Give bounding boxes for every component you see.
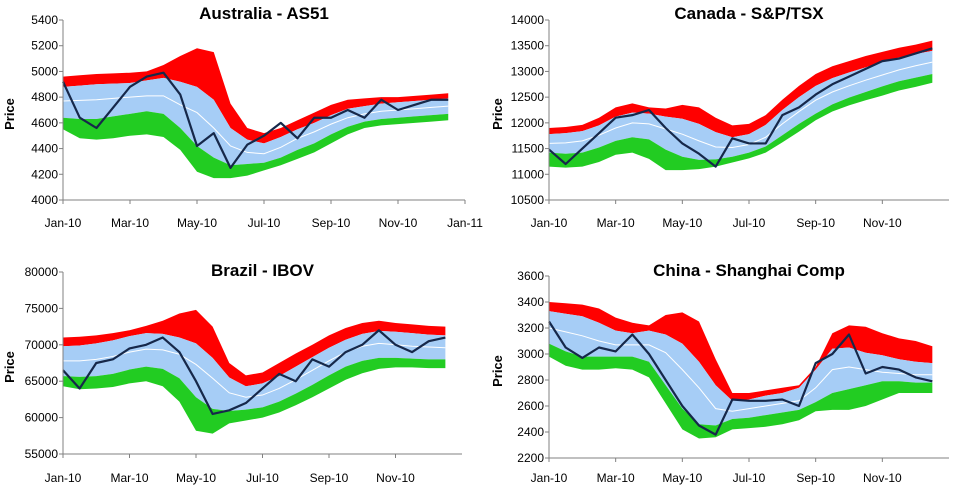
x-tick-label: Jan-10	[45, 471, 82, 485]
y-tick-label: 2200	[517, 451, 544, 465]
y-tick-label: 3400	[517, 295, 544, 309]
y-tick-label: 80000	[25, 265, 59, 279]
x-tick-label: Mar-10	[111, 216, 149, 230]
y-tick-label: 13000	[511, 64, 545, 78]
y-tick-label: 4800	[31, 90, 58, 104]
chart-brazil: 55000 60000 65000 70000 75000 80000 Jan-10 Mar-…	[2, 261, 462, 485]
y-axis-label: Price	[490, 355, 505, 387]
lower-band-canada	[549, 74, 933, 171]
x-tick-label: Mar-10	[110, 471, 148, 485]
x-tick-label: Jul-10	[246, 471, 279, 485]
y-tick-label: 65000	[25, 374, 59, 388]
upper-band-brazil	[63, 309, 446, 387]
y-tick-label: 2400	[517, 425, 544, 439]
x-tick-label: Sep-10	[310, 471, 349, 485]
x-tick-label: Mar-10	[597, 471, 635, 485]
lower-band-australia	[63, 111, 449, 179]
y-tick-label: 55000	[25, 447, 59, 461]
chart-title: Australia - AS51	[199, 4, 329, 23]
lower-band-brazil	[63, 357, 446, 434]
inner-band-australia	[63, 77, 449, 166]
x-tick-label: Jul-10	[733, 471, 766, 485]
x-tick-label: Nov-10	[863, 471, 902, 485]
x-tick-label: Sep-10	[796, 471, 835, 485]
x-tick-label: Jan-10	[531, 216, 568, 230]
inner-band-canada	[549, 50, 933, 160]
y-tick-label: 70000	[25, 338, 59, 352]
upper-band-china	[549, 302, 933, 401]
x-tick-label: Nov-10	[376, 471, 415, 485]
chart-canada: 10500 11000 11500 12000 12500 13000 13500 14000…	[490, 4, 949, 230]
y-tick-label: 4000	[31, 193, 58, 207]
x-tick-label: Jan-10	[531, 471, 568, 485]
x-tick-label: Jan-10	[45, 216, 82, 230]
inner-band-brazil	[63, 330, 446, 412]
y-tick-label: 5400	[31, 13, 58, 27]
y-tick-label: 5000	[31, 64, 58, 78]
x-tick-label: Nov-10	[863, 216, 902, 230]
chart-australia: 4000 4200 4400 4600 4800 5000 5200 5400 Jan-10 Ma…	[2, 4, 483, 230]
x-tick-label: Jul-10	[733, 216, 766, 230]
chart-title: Canada - S&P/TSX	[674, 4, 824, 23]
price-line-brazil	[62, 329, 446, 416]
y-tick-label: 2600	[517, 399, 544, 413]
x-tick-label: Jan-11	[447, 216, 483, 230]
x-tick-label: Sep-10	[796, 216, 835, 230]
y-tick-label: 75000	[25, 301, 59, 315]
y-tick-label: 3200	[517, 321, 544, 335]
x-tick-label: May-10	[662, 216, 702, 230]
x-tick-label: May-10	[662, 471, 702, 485]
chart-title: Brazil - IBOV	[211, 261, 315, 280]
y-tick-label: 11000	[512, 167, 545, 181]
y-tick-label: 2800	[517, 373, 544, 387]
y-tick-label: 60000	[25, 411, 59, 425]
y-tick-label: 4400	[31, 142, 58, 156]
upper-band-canada	[549, 40, 933, 138]
chart-china: 2200 2400 2600 2800 3000 3200 3400 3600 Jan-10 Ma…	[490, 261, 949, 485]
y-tick-label: 3600	[517, 269, 544, 283]
x-tick-label: Jul-10	[248, 216, 281, 230]
y-tick-label: 11500	[512, 142, 545, 156]
y-tick-label: 10500	[511, 193, 545, 207]
y-tick-label: 4600	[31, 116, 58, 130]
y-tick-label: 12500	[511, 90, 545, 104]
y-tick-label: 12000	[511, 116, 545, 130]
y-tick-label: 3000	[517, 347, 544, 361]
inner-band-china	[549, 311, 933, 426]
mid-line-china	[548, 327, 933, 412]
mid-line-canada	[548, 61, 933, 149]
y-axis-label: Price	[490, 98, 505, 130]
price-line-canada	[548, 47, 933, 168]
y-axis-label: Price	[2, 351, 17, 383]
y-tick-label: 13500	[511, 39, 545, 53]
mid-line-australia	[62, 95, 449, 155]
y-tick-label: 4200	[31, 167, 58, 181]
chart-title: China - Shanghai Comp	[653, 261, 845, 280]
upper-band-australia	[63, 48, 449, 144]
x-tick-label: May-10	[176, 471, 216, 485]
y-tick-label: 5200	[31, 39, 58, 53]
y-axis-label: Price	[2, 98, 17, 130]
x-tick-label: Nov-10	[379, 216, 418, 230]
lower-band-china	[549, 343, 933, 439]
price-line-australia	[62, 71, 449, 169]
price-line-china	[548, 320, 933, 436]
x-tick-label: Mar-10	[597, 216, 635, 230]
x-tick-label: May-10	[177, 216, 217, 230]
y-tick-label: 14000	[511, 13, 545, 27]
x-tick-label: Sep-10	[312, 216, 351, 230]
